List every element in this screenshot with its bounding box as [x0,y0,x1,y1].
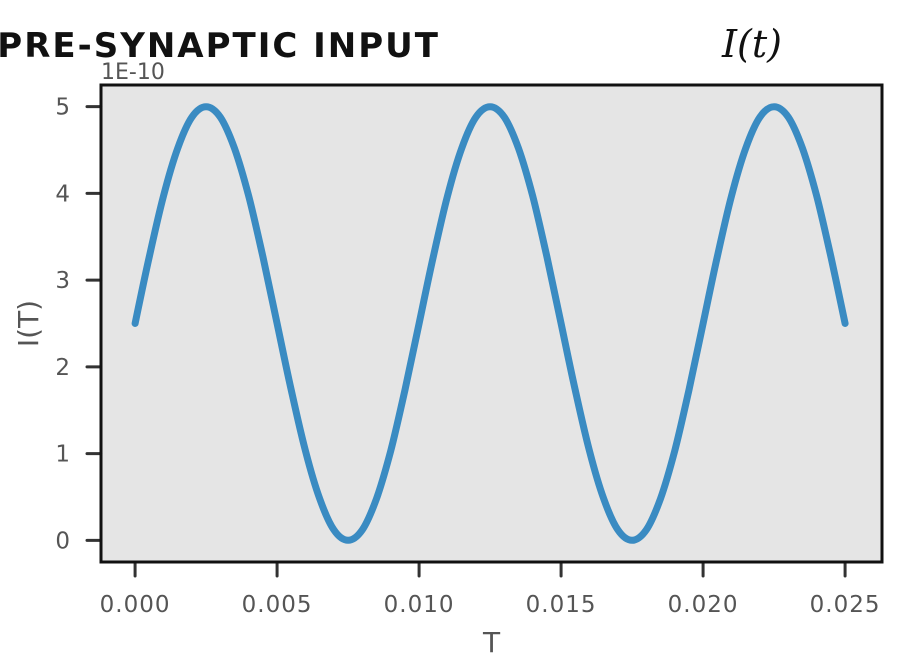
chart-title: PRE-SYNAPTIC INPUT I(t) [0,22,782,66]
y-axis-label: I(T) [12,300,45,347]
x-tick-label: 0.000 [100,592,171,618]
y-tick-label: 2 [55,355,71,381]
y-tick-label: 1 [55,442,71,468]
y-offset-label: 1E-10 [101,60,165,85]
plot-frame [99,83,884,564]
y-tick-label: 0 [55,528,71,554]
series-layer [131,103,849,544]
y-tick-label: 4 [55,181,71,207]
x-tick-label: 0.025 [810,592,881,618]
chart-title-text: PRE-SYNAPTIC INPUT [0,26,440,66]
y-axis: 0 1 2 3 4 5 [55,95,103,554]
y-tick-label: 5 [55,95,71,121]
x-axis: 0.000 0.005 0.010 0.015 0.020 0.025 [100,560,881,618]
x-axis-label: T [482,626,501,659]
x-tick-label: 0.005 [242,592,313,618]
y-tick-label: 3 [55,268,71,294]
x-tick-label: 0.020 [668,592,739,618]
series-line [131,103,849,544]
chart-title-math: I(t) [721,22,782,66]
x-tick-label: 0.010 [384,592,455,618]
plot-area [101,85,882,562]
x-tick-label: 0.015 [526,592,597,618]
